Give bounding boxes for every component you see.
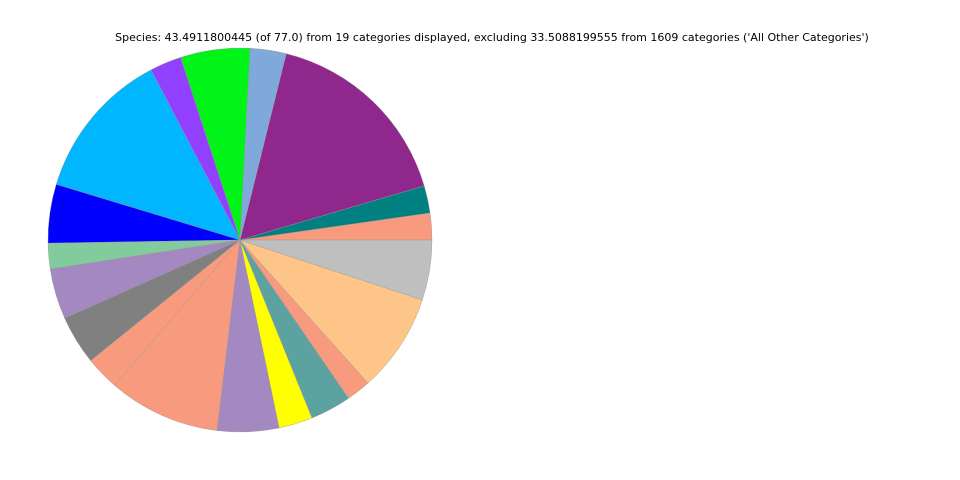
pie-slice: [55, 69, 241, 241]
chart-title: Species: 43.4911800445 (of 77.0) from 19…: [115, 31, 869, 44]
pie-slice: [239, 239, 423, 384]
pie-slice: [114, 239, 241, 431]
pie-slice: [239, 239, 433, 301]
pie-slice: [239, 53, 425, 241]
